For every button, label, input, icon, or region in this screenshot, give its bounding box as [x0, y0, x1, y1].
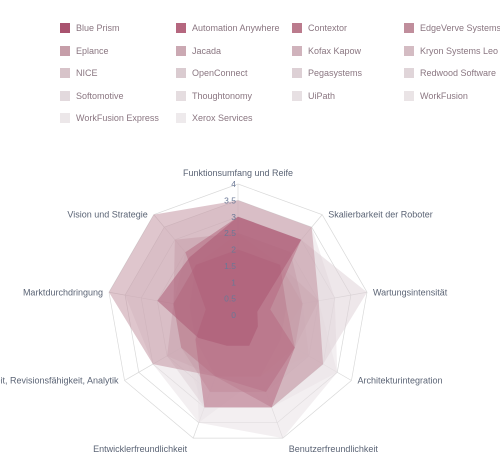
axis-label-wartungsintensit-t: Wartungsintensität [373, 287, 448, 297]
axis-label-skalierbarkeit-der-roboter: Skalierbarkeit der Roboter [328, 210, 433, 220]
legend-item-eplance[interactable]: Eplance [60, 44, 109, 58]
legend-label: Xerox Services [192, 113, 253, 123]
legend-item-contextor[interactable]: Contextor [292, 21, 347, 35]
legend-item-softomotive[interactable]: Softomotive [60, 89, 124, 103]
legend-swatch [60, 68, 70, 78]
legend-item-pegasystems[interactable]: Pegasystems [292, 66, 362, 80]
chart-legend: Blue Prism Automation Anywhere Contextor Ed… [0, 0, 500, 135]
radar-series-layer [108, 200, 368, 439]
legend-label: Pegasystems [308, 68, 363, 78]
tick-label: 2 [231, 245, 236, 255]
legend-label: EdgeVerve Systems [420, 23, 500, 33]
legend-label: Blue Prism [76, 23, 120, 33]
legend-item-workfusion[interactable]: WorkFusion [404, 89, 468, 103]
tick-label: 1 [231, 277, 236, 287]
legend-swatch [176, 45, 186, 56]
legend-swatch [60, 23, 70, 33]
legend-item-automation-anywhere[interactable]: Automation Anywhere [176, 21, 280, 35]
legend-item-openconnect[interactable]: OpenConnect [176, 66, 248, 80]
legend-item-kryon-systems-leo[interactable]: Kryon Systems Leo [404, 44, 498, 58]
radar-axis-labels: Funktionsumfang und Reife Skalierbarkeit … [0, 168, 448, 454]
axis-label-entwicklerfreundlichkeit: Entwicklerfreundlichkeit [93, 444, 188, 454]
legend-label: Eplance [76, 45, 109, 56]
legend-swatch [292, 23, 302, 33]
tick-label: 3.5 [224, 195, 236, 205]
legend-swatch [404, 45, 414, 56]
legend-item-jacada[interactable]: Jacada [176, 44, 221, 58]
legend-label: NICE [76, 68, 98, 78]
legend-item-xerox-services[interactable]: Xerox Services [176, 111, 253, 125]
legend-label: WorkFusion [420, 90, 468, 101]
tick-label: 2.5 [224, 228, 236, 238]
axis-label-funktionsumfang-und-reife: Funktionsumfang und Reife [183, 168, 293, 178]
legend-label: WorkFusion Express [76, 113, 159, 123]
legend-label: OpenConnect [192, 68, 248, 78]
legend-swatch [292, 68, 302, 78]
legend-swatch [404, 68, 414, 78]
legend-label: Automation Anywhere [192, 23, 280, 33]
legend-label: Kofax Kapow [308, 45, 362, 56]
legend-item-blue-prism[interactable]: Blue Prism [60, 21, 120, 35]
legend-label: Redwood Software [420, 68, 497, 78]
legend-label: Jacada [192, 45, 222, 56]
axis-label-sicherheit-revisionsf-higkeit-analytik: Sicherheit, Revisionsfähigkeit, Analytik [0, 376, 119, 386]
tick-label: 0 [231, 310, 236, 320]
axis-label-benutzerfreundlichkeit: Benutzerfreundlichkeit [289, 444, 379, 454]
radar-tick-labels: 0 0.5 1 1.5 2 2.5 3 3.5 4 [224, 179, 236, 320]
tick-label: 4 [231, 179, 236, 189]
legend-label: Kryon Systems Leo [420, 45, 499, 56]
legend-item-uipath[interactable]: UiPath [292, 89, 335, 103]
tick-label: 1.5 [224, 261, 236, 271]
legend-swatch [404, 23, 414, 33]
legend-swatch [176, 23, 186, 33]
tick-label: 3 [231, 212, 236, 222]
axis-label-vision-und-strategie: Vision und Strategie [67, 210, 147, 220]
legend-label: Contextor [308, 23, 348, 33]
legend-swatch [176, 68, 186, 78]
series-blue-prism[interactable] [157, 216, 302, 346]
legend-swatch [60, 45, 70, 56]
legend-item-thoughtonomy[interactable]: Thoughtonomy [176, 89, 252, 103]
legend-swatch [176, 113, 186, 123]
axis-label-marktdurchdringung: Marktdurchdringung [23, 287, 103, 297]
legend-swatch [60, 90, 70, 101]
legend-label: UiPath [308, 90, 336, 101]
legend-item-edgeverve-systems[interactable]: EdgeVerve Systems [404, 21, 500, 35]
legend-swatch [292, 90, 302, 101]
legend-item-redwood-software[interactable]: Redwood Software [404, 66, 496, 80]
tick-label: 0.5 [224, 294, 236, 304]
legend-item-kofax-kapow[interactable]: Kofax Kapow [292, 44, 361, 58]
legend-item-nice[interactable]: NICE [60, 66, 98, 80]
legend-item-workfusion-express[interactable]: WorkFusion Express [60, 111, 159, 125]
legend-swatch [176, 90, 186, 101]
legend-swatch [404, 90, 414, 101]
legend-label: Thoughtonomy [192, 90, 253, 101]
legend-swatch [292, 45, 302, 56]
legend-label: Softomotive [76, 90, 124, 101]
legend-swatch [60, 113, 70, 123]
axis-label-architekturintegration: Architekturintegration [357, 376, 442, 386]
